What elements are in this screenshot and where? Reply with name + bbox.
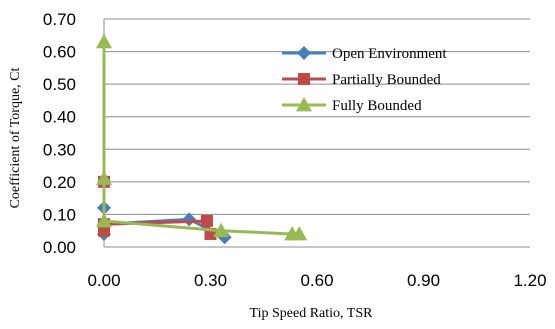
x-tick-label-0: 0.00	[87, 271, 120, 290]
gridlines	[103, 18, 530, 248]
y-tick-label-2: 0.20	[43, 173, 76, 192]
series-1	[98, 175, 217, 240]
y-tick-label-0: 0.00	[43, 238, 76, 257]
x-tick-label-4: 1.20	[513, 271, 546, 290]
legend-marker-1	[298, 73, 310, 85]
legend-label-2: Fully Bounded	[332, 98, 422, 114]
y-tick-label-3: 0.30	[43, 140, 76, 159]
legend-label-0: Open Environment	[332, 46, 447, 62]
x-tick-label-2: 0.60	[300, 271, 333, 290]
series-2	[96, 33, 308, 241]
legend-marker-2	[296, 97, 312, 112]
y-tick-label-1: 0.10	[43, 205, 76, 224]
x-tick-labels: 0.00 0.30 0.60 0.90 1.20	[87, 271, 546, 290]
data-point-1-3	[200, 214, 213, 227]
series-layer	[96, 33, 308, 245]
data-point-2-1	[96, 170, 112, 185]
y-tick-label-6: 0.60	[43, 43, 76, 62]
y-axis-title: Coefficient of Torque, Ct	[8, 67, 23, 208]
data-point-2-2	[96, 212, 112, 228]
data-point-2-5	[291, 225, 308, 241]
x-tick-label-3: 0.90	[407, 271, 440, 290]
legend-label-1: Partially Bounded	[332, 72, 441, 88]
data-point-2-0	[96, 33, 112, 49]
series-line-2	[102, 41, 300, 236]
y-tick-labels: 0.00 0.10 0.20 0.30 0.40 0.50 0.60 0.70	[43, 10, 76, 257]
x-axis-title: Tip Speed Ratio, TSR	[250, 306, 374, 321]
y-tick-label-7: 0.70	[43, 10, 76, 29]
y-tick-label-4: 0.40	[43, 108, 76, 127]
data-point-2-3	[213, 222, 230, 238]
legend: Open Environment Partially Bounded Fully B…	[282, 46, 447, 114]
legend-marker-0	[297, 46, 311, 60]
x-tick-label-1: 0.30	[194, 271, 227, 290]
y-tick-label-5: 0.50	[43, 75, 76, 94]
